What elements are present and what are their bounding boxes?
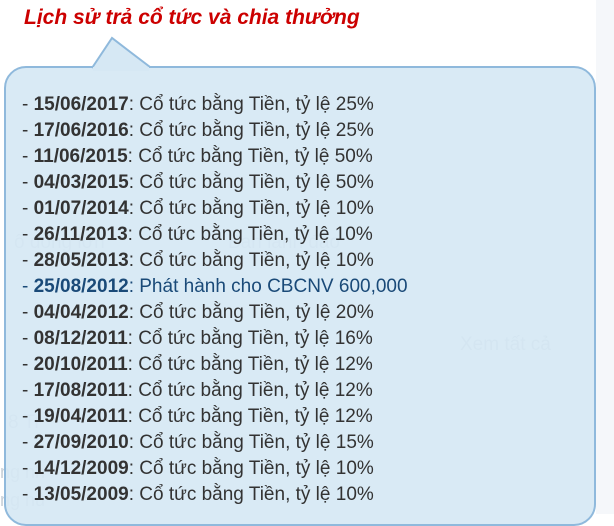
dividend-description: : Cổ tức bằng Tiền, tỷ lệ 12% (127, 354, 373, 375)
list-dash: - (22, 250, 29, 271)
list-dash: - (22, 380, 29, 401)
page-scroll-edge (596, 0, 614, 514)
list-dash: - (22, 484, 29, 505)
list-dash: - (22, 276, 29, 297)
dividend-date: 11/06/2015 (33, 146, 128, 167)
dividend-history-item: - 25/08/2012: Phát hành cho CBCNV 600,00… (22, 274, 408, 300)
dividend-date: 04/03/2015 (33, 172, 129, 193)
dividend-description: : Cổ tức bằng Tiền, tỷ lệ 10% (128, 250, 374, 271)
dividend-history-item: - 08/12/2011: Cổ tức bằng Tiền, tỷ lệ 16… (22, 326, 408, 352)
dividend-date: 15/06/2017 (33, 94, 129, 115)
dividend-description: : Cổ tức bằng Tiền, tỷ lệ 12% (127, 380, 373, 401)
dividend-history-item: - 11/06/2015: Cổ tức bằng Tiền, tỷ lệ 50… (22, 144, 408, 170)
dividend-description: : Cổ tức bằng Tiền, tỷ lệ 50% (128, 172, 374, 193)
dividend-history-item: - 13/05/2009: Cổ tức bằng Tiền, tỷ lệ 10… (22, 482, 408, 508)
list-dash: - (22, 224, 29, 245)
list-dash: - (22, 328, 29, 349)
dividend-history-item: - 20/10/2011: Cổ tức bằng Tiền, tỷ lệ 12… (22, 352, 408, 378)
list-dash: - (22, 354, 29, 375)
dividend-description: : Cổ tức bằng Tiền, tỷ lệ 25% (128, 94, 374, 115)
dividend-date: 17/08/2011 (33, 380, 128, 401)
list-dash: - (22, 94, 29, 115)
dividend-description: : Cổ tức bằng Tiền, tỷ lệ 20% (128, 302, 374, 323)
dividend-description: : Cổ tức bằng Tiền, tỷ lệ 10% (128, 198, 374, 219)
dividend-history-item: - 04/03/2015: Cổ tức bằng Tiền, tỷ lệ 50… (22, 170, 408, 196)
dividend-history-item: - 17/06/2016: Cổ tức bằng Tiền, tỷ lệ 25… (22, 118, 408, 144)
dividend-history-item: - 28/05/2013: Cổ tức bằng Tiền, tỷ lệ 10… (22, 248, 408, 274)
dividend-history-list: - 15/06/2017: Cổ tức bằng Tiền, tỷ lệ 25… (22, 92, 408, 508)
dividend-history-item: - 27/09/2010: Cổ tức bằng Tiền, tỷ lệ 15… (22, 430, 408, 456)
dividend-history-item: - 04/04/2012: Cổ tức bằng Tiền, tỷ lệ 20… (22, 300, 408, 326)
list-dash: - (22, 406, 29, 427)
dividend-date: 08/12/2011 (33, 328, 128, 349)
dividend-description: : Cổ tức bằng Tiền, tỷ lệ 16% (127, 328, 373, 349)
dividend-description: : Cổ tức bằng Tiền, tỷ lệ 25% (128, 120, 374, 141)
dividend-history-item: - 14/12/2009: Cổ tức bằng Tiền, tỷ lệ 10… (22, 456, 408, 482)
list-dash: - (22, 172, 29, 193)
list-dash: - (22, 146, 29, 167)
dividend-history-item: - 01/07/2014: Cổ tức bằng Tiền, tỷ lệ 10… (22, 196, 408, 222)
dividend-date: 13/05/2009 (33, 484, 129, 505)
list-dash: - (22, 432, 29, 453)
dividend-description: : Cổ tức bằng Tiền, tỷ lệ 12% (127, 406, 373, 427)
dividend-description: : Cổ tức bằng Tiền, tỷ lệ 10% (127, 224, 373, 245)
dividend-description: : Cổ tức bằng Tiền, tỷ lệ 10% (128, 458, 374, 479)
dividend-description: : Phát hành cho CBCNV 600,000 (128, 276, 408, 297)
dividend-history-item: - 15/06/2017: Cổ tức bằng Tiền, tỷ lệ 25… (22, 92, 408, 118)
dividend-date: 17/06/2016 (33, 120, 129, 141)
dividend-date: 04/04/2012 (33, 302, 129, 323)
dividend-date: 25/08/2012 (33, 276, 129, 297)
list-dash: - (22, 120, 29, 141)
dividend-date: 26/11/2013 (33, 224, 128, 245)
dividend-date: 28/05/2013 (33, 250, 129, 271)
dividend-history-item: - 19/04/2011: Cổ tức bằng Tiền, tỷ lệ 12… (22, 404, 408, 430)
dividend-date: 20/10/2011 (33, 354, 128, 375)
dividend-description: : Cổ tức bằng Tiền, tỷ lệ 15% (128, 432, 374, 453)
dividend-date: 01/07/2014 (33, 198, 129, 219)
dividend-history-heading: Lịch sử trả cổ tức và chia thưởng (24, 6, 360, 29)
dividend-history-item: - 26/11/2013: Cổ tức bằng Tiền, tỷ lệ 10… (22, 222, 408, 248)
list-dash: - (22, 458, 29, 479)
dividend-history-item: - 17/08/2011: Cổ tức bằng Tiền, tỷ lệ 12… (22, 378, 408, 404)
dividend-date: 19/04/2011 (33, 406, 128, 427)
list-dash: - (22, 198, 29, 219)
dividend-description: : Cổ tức bằng Tiền, tỷ lệ 10% (128, 484, 374, 505)
dividend-description: : Cổ tức bằng Tiền, tỷ lệ 50% (127, 146, 373, 167)
list-dash: - (22, 302, 29, 323)
dividend-date: 27/09/2010 (33, 432, 129, 453)
dividend-date: 14/12/2009 (33, 458, 129, 479)
